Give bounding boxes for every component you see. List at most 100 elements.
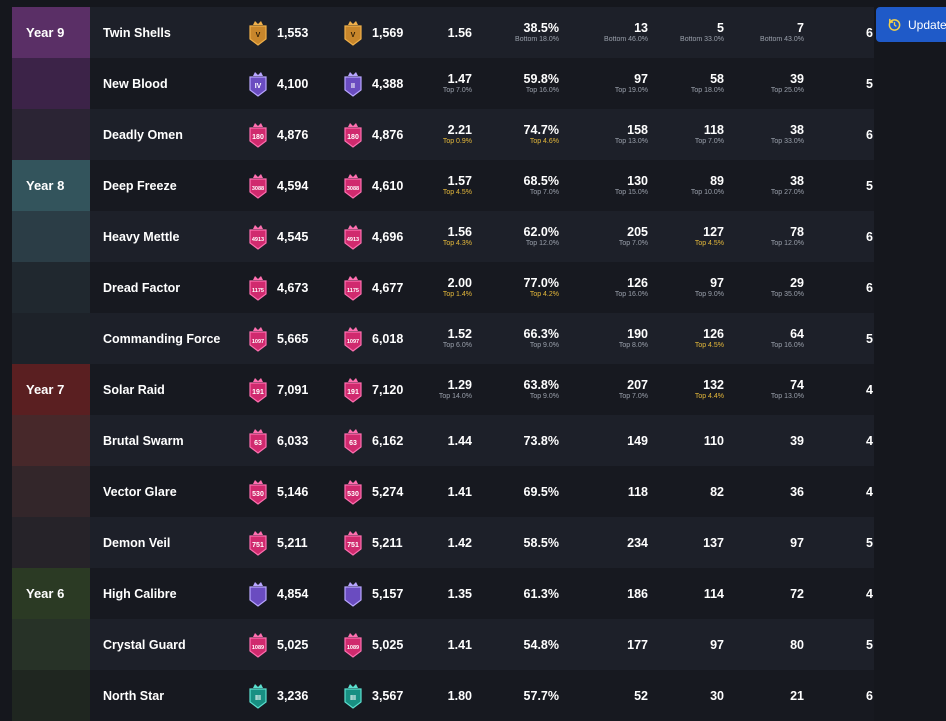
kd-ratio-value: 1.47 [447,71,472,86]
matches-lost-value: 7 [797,20,804,35]
rank-points: 3,236 [277,688,309,703]
year-cell [12,313,90,364]
current-rank-cell: III 3,236 [247,670,308,721]
current-rank-cell: V 1,553 [247,7,308,58]
rank-badge-icon: IV [247,71,269,97]
matches-played-percentile: Top 7.0% [618,392,648,400]
rank-badge-icon: V [247,20,269,46]
kd-ratio-cell: 1.47 Top 7.0% [443,58,472,109]
matches-won-value: 82 [710,484,724,499]
matches-lost-cell: 78 Top 12.0% [771,211,804,262]
matches-played-cell: 207 Top 7.0% [619,364,648,415]
rank-badge-icon: 530 [247,479,269,505]
win-rate-value: 66.3% [523,326,559,341]
matches-played-value: 190 [627,326,648,341]
rank-points: 6,033 [277,433,309,448]
svg-text:63: 63 [254,440,262,447]
win-rate-percentile: Bottom 18.0% [515,35,559,43]
rank-points: 5,157 [372,586,404,601]
rank-badge-icon: 4913 [247,224,269,250]
max-rank-cell: III 3,567 [342,670,403,721]
rank-points: 4,876 [372,127,404,142]
win-rate-cell: 66.3% Top 9.0% [524,313,559,364]
svg-text:II: II [351,83,355,90]
matches-won-cell: 89 Top 10.0% [691,160,724,211]
matches-played-value: 97 [634,71,648,86]
year-cell [12,211,90,262]
max-rank-cell: 1175 4,677 [342,262,403,313]
rank-badge-icon: 4913 [342,224,364,250]
rank-points: 4,610 [372,178,404,193]
matches-lost-value: 78 [790,224,804,239]
matches-played-value: 130 [627,173,648,188]
win-rate-percentile: Top 16.0% [525,86,559,94]
matches-played-percentile: Top 7.0% [618,239,648,247]
rank-points: 7,091 [277,382,309,397]
current-rank-cell: 63 6,033 [247,415,308,466]
table-row: Brutal Swarm 63 6,033 63 6,162 1.44 73.8% 149 11… [12,415,874,466]
kd-ratio-percentile: Top 14.0% [438,392,472,400]
matches-won-percentile: Top 7.0% [694,137,724,145]
kd-ratio-cell: 1.41 [448,466,472,517]
kd-ratio-percentile: Top 4.3% [442,239,472,247]
rank-points: 5,211 [277,535,308,550]
win-rate-value: 69.5% [523,484,559,499]
max-rank-cell: 4913 4,696 [342,211,403,262]
matches-won-cell: 97 [710,619,724,670]
season-name: Solar Raid [103,382,165,397]
svg-text:4913: 4913 [252,237,264,243]
season-name: Twin Shells [103,25,171,40]
matches-lost-percentile: Top 27.0% [770,188,804,196]
matches-won-cell: 58 Top 18.0% [691,58,724,109]
win-rate-value: 62.0% [523,224,559,239]
matches-played-cell: 149 [627,415,648,466]
truncated-value: 6 [866,229,873,244]
matches-played-value: 118 [627,484,648,499]
table-row: Year 6 High Calibre 4,854 5,157 1.35 61.3% 186… [12,568,874,619]
matches-played-cell: 52 [634,670,648,721]
matches-played-percentile: Bottom 46.0% [604,35,648,43]
kd-ratio-cell: 1.35 [448,568,472,619]
rank-badge-icon: 63 [247,428,269,454]
win-rate-value: 63.8% [523,377,559,392]
rank-points: 4,876 [277,127,309,142]
matches-played-percentile: Top 13.0% [614,137,648,145]
rank-points: 4,677 [372,280,404,295]
kd-ratio-percentile: Top 1.4% [442,290,472,298]
kd-ratio-percentile: Top 4.5% [442,188,472,196]
win-rate-cell: 59.8% Top 16.0% [524,58,559,109]
refresh-icon [888,18,901,31]
svg-text:191: 191 [252,389,264,396]
kd-ratio-value: 1.56 [447,224,472,239]
matches-won-percentile: Bottom 33.0% [680,35,724,43]
rank-points: 6,162 [372,433,404,448]
matches-lost-value: 38 [790,173,804,188]
win-rate-value: 73.8% [523,433,559,448]
rank-badge-icon: 751 [247,530,269,556]
rank-badge-icon: 191 [247,377,269,403]
matches-played-cell: 13 Bottom 46.0% [604,7,648,58]
matches-played-value: 52 [634,688,648,703]
svg-text:3088: 3088 [252,186,264,192]
matches-lost-cell: 29 Top 35.0% [771,262,804,313]
win-rate-cell: 77.0% Top 4.2% [524,262,559,313]
matches-won-value: 58 [710,71,724,86]
update-button[interactable]: Update [876,7,946,42]
year-cell: Year 9 [12,7,90,58]
win-rate-value: 38.5% [523,20,559,35]
matches-lost-percentile: Top 35.0% [770,290,804,298]
rank-badge-icon: 3088 [247,173,269,199]
table-row: North Star III 3,236 III 3,567 1.80 57.7% 52 30 2… [12,670,874,721]
current-rank-cell: 751 5,211 [247,517,308,568]
win-rate-percentile: Top 7.0% [529,188,559,196]
table-row: Dread Factor 1175 4,673 1175 4,677 2.00 Top 1.… [12,262,874,313]
matches-lost-cell: 38 Top 27.0% [771,160,804,211]
season-name: Commanding Force [103,331,221,346]
kd-ratio-percentile: Top 6.0% [442,341,472,349]
matches-played-cell: 186 [627,568,648,619]
matches-played-cell: 97 Top 19.0% [615,58,648,109]
matches-won-cell: 82 [710,466,724,517]
current-rank-cell: 191 7,091 [247,364,308,415]
matches-lost-cell: 72 [790,568,804,619]
max-rank-cell: 5,157 [342,568,403,619]
